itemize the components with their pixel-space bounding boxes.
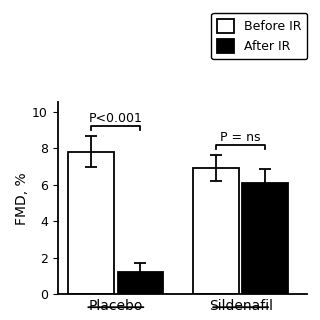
Bar bbox=[117, 272, 163, 294]
Text: P = ns: P = ns bbox=[220, 132, 261, 144]
Bar bbox=[193, 168, 239, 294]
Text: P<0.001: P<0.001 bbox=[89, 112, 143, 125]
Legend: Before IR, After IR: Before IR, After IR bbox=[211, 13, 307, 60]
Bar bbox=[242, 183, 288, 294]
Bar bbox=[68, 152, 114, 294]
Y-axis label: FMD, %: FMD, % bbox=[15, 172, 29, 225]
